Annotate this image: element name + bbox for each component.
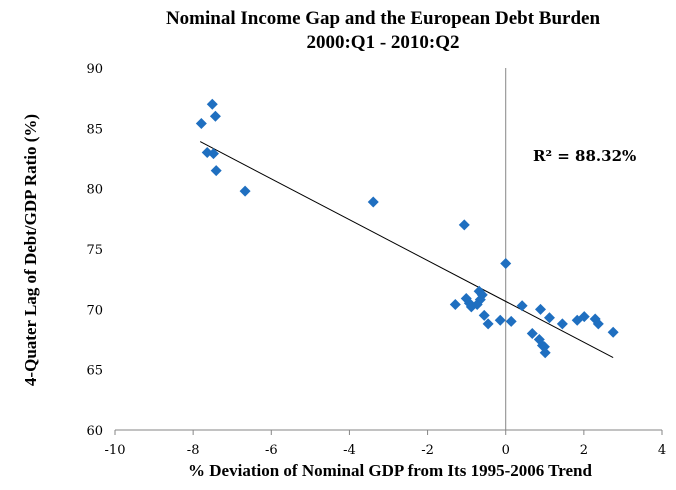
x-tick-label: -2 bbox=[421, 443, 434, 458]
data-point bbox=[505, 315, 517, 327]
x-tick-label: -6 bbox=[265, 443, 278, 458]
y-tick-label: 60 bbox=[86, 424, 103, 439]
y-tick-label: 65 bbox=[86, 364, 103, 379]
y-tick-label: 85 bbox=[86, 122, 103, 137]
chart-subtitle: 2000:Q1 - 2010:Q2 bbox=[306, 32, 460, 53]
data-point bbox=[210, 165, 222, 177]
y-tick-label: 80 bbox=[86, 183, 103, 198]
x-axis-title: % Deviation of Nominal GDP from Its 1995… bbox=[188, 461, 592, 480]
data-point bbox=[367, 196, 379, 208]
data-point bbox=[478, 309, 490, 321]
data-point bbox=[482, 318, 494, 330]
data-point bbox=[607, 326, 619, 338]
data-point bbox=[543, 312, 555, 324]
x-tick-label: -10 bbox=[105, 443, 126, 458]
data-point bbox=[449, 299, 461, 311]
data-point bbox=[494, 314, 506, 326]
data-point bbox=[239, 185, 251, 197]
x-tick-label: -8 bbox=[187, 443, 200, 458]
y-tick-label: 75 bbox=[86, 243, 103, 258]
y-tick-label: 90 bbox=[86, 62, 103, 77]
x-tick-label: -4 bbox=[343, 443, 356, 458]
data-point bbox=[592, 318, 604, 330]
trendline bbox=[199, 141, 614, 359]
data-point bbox=[539, 347, 551, 359]
data-point bbox=[500, 257, 512, 269]
data-point bbox=[195, 118, 207, 130]
data-point bbox=[209, 110, 221, 122]
data-point bbox=[458, 219, 470, 231]
y-tick-label: 70 bbox=[86, 303, 103, 318]
data-point bbox=[516, 300, 528, 312]
data-point bbox=[526, 327, 538, 339]
x-tick-label: 2 bbox=[580, 443, 588, 458]
data-point bbox=[534, 303, 546, 315]
data-point bbox=[578, 311, 590, 323]
data-point bbox=[206, 98, 218, 110]
chart-title: Nominal Income Gap and the European Debt… bbox=[165, 8, 601, 29]
data-point bbox=[556, 318, 568, 330]
r-squared-annotation: R² = 88.32% bbox=[533, 147, 636, 165]
x-tick-label: 4 bbox=[658, 443, 666, 458]
y-axis-title: 4-Quater Lag of Debt/GDP Ratio (%) bbox=[21, 114, 40, 386]
x-tick-label: 0 bbox=[502, 443, 510, 458]
data-point bbox=[471, 299, 483, 311]
data-point bbox=[207, 148, 219, 160]
